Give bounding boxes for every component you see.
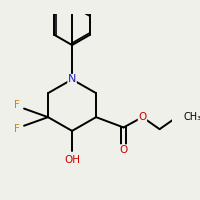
Text: O: O — [138, 112, 147, 122]
Text: CH₃: CH₃ — [184, 112, 200, 122]
Text: F: F — [14, 100, 20, 110]
Text: F: F — [14, 124, 20, 134]
Text: N: N — [68, 74, 76, 84]
Text: OH: OH — [64, 155, 80, 165]
Text: O: O — [119, 145, 128, 155]
